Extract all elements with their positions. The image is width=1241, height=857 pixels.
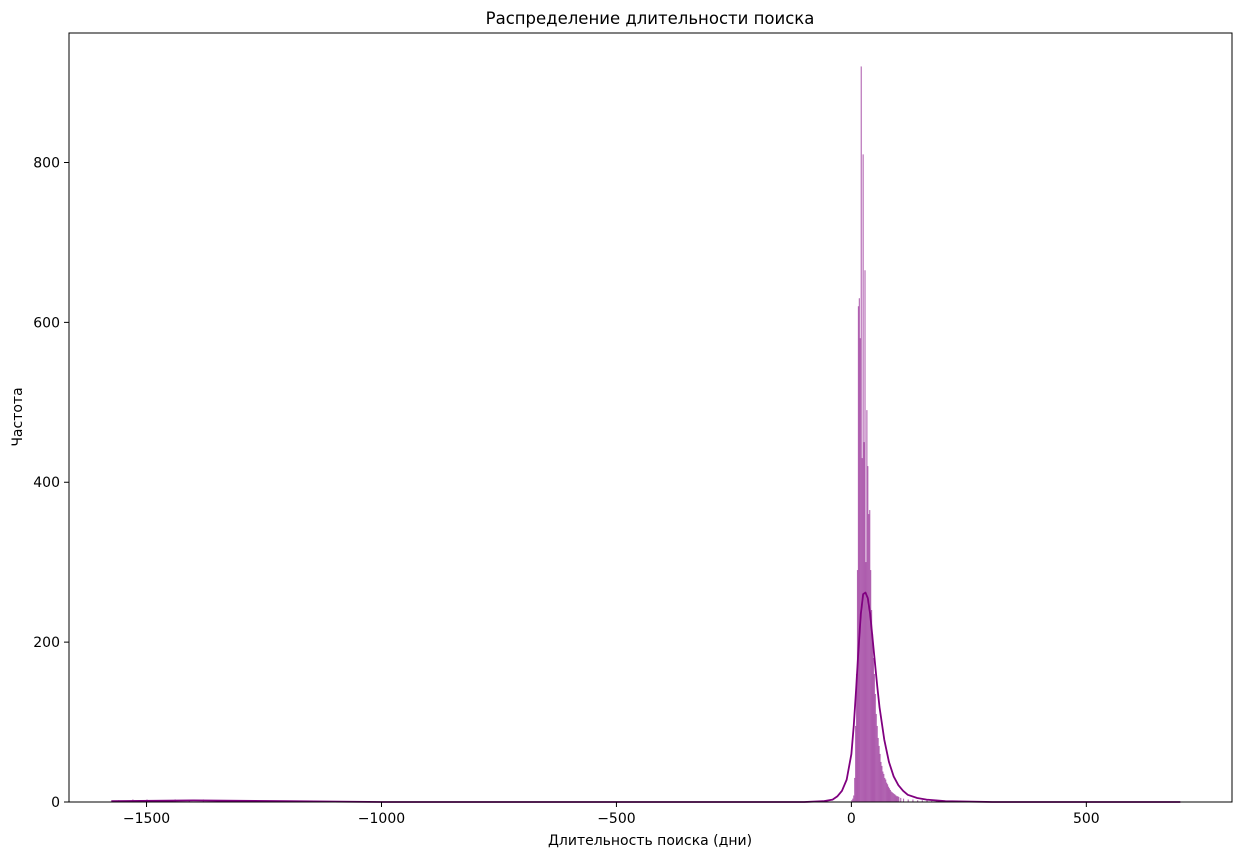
y-tick-label: 400 bbox=[33, 475, 60, 491]
y-axis-title: Частота bbox=[10, 387, 26, 446]
histogram-bars bbox=[118, 66, 947, 803]
x-tick-label: −1000 bbox=[358, 811, 405, 827]
x-axis-ticks: −1500 −1000 −500 0 500 bbox=[123, 802, 1100, 827]
x-tick-label: 500 bbox=[1073, 811, 1100, 827]
x-tick-label: 0 bbox=[847, 811, 856, 827]
plot-frame bbox=[68, 32, 1233, 803]
plot-background bbox=[69, 33, 1232, 802]
y-tick-label: 800 bbox=[33, 155, 60, 171]
y-tick-label: 200 bbox=[33, 635, 60, 651]
chart-title: Распределение длительности поиска bbox=[486, 9, 815, 28]
x-tick-label: −1500 bbox=[123, 811, 170, 827]
y-tick-label: 0 bbox=[51, 795, 60, 811]
x-tick-label: −500 bbox=[597, 811, 635, 827]
histogram-bar bbox=[900, 797, 902, 803]
x-axis-title: Длительность поиска (дни) bbox=[548, 833, 752, 849]
histogram-bar bbox=[898, 797, 900, 803]
y-tick-label: 600 bbox=[33, 315, 60, 331]
y-axis-ticks: 0 200 400 600 800 bbox=[33, 155, 69, 811]
